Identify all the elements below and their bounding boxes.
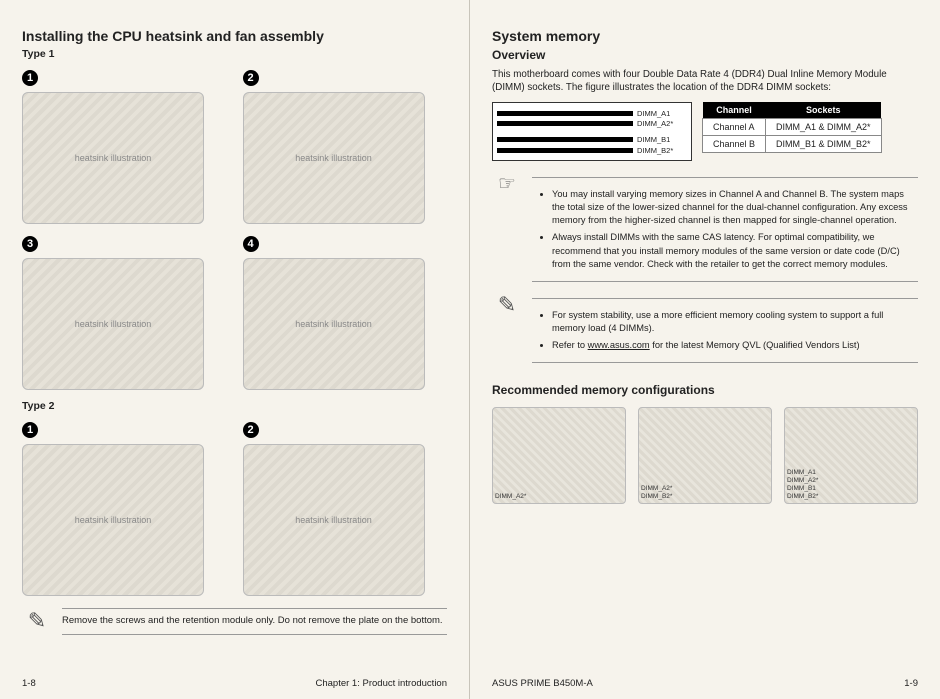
feather-info-block: For system stability, use a more efficie… <box>532 298 918 363</box>
left-title: Installing the CPU heatsink and fan asse… <box>22 28 447 44</box>
mem-config-3-labels: DIMM_A1 DIMM_A2* DIMM_B1 DIMM_B2* <box>787 469 818 500</box>
mem3-b1: DIMM_B1 <box>787 485 818 493</box>
overview-heading: Overview <box>492 48 918 62</box>
channel-table: Channel Sockets Channel A DIMM_A1 & DIMM… <box>702 102 882 153</box>
hand-note-row: ☞ You may install varying memory sizes i… <box>492 171 918 287</box>
type2-step-1-cell: 1 heatsink illustration <box>22 418 227 596</box>
product-name: ASUS PRIME B450M-A <box>492 678 593 689</box>
overview-paragraph: This motherboard comes with four Double … <box>492 68 918 94</box>
left-footer: 1-8 Chapter 1: Product introduction <box>22 678 447 689</box>
hand-bullet-2: Always install DIMMs with the same CAS l… <box>552 231 918 270</box>
dimm-slots-diagram: DIMM_A1 DIMM_A2* DIMM_B1 DIMM_B2* <box>492 102 692 161</box>
step-badge-4: 4 <box>243 236 259 252</box>
feather-icon-2: ✎ <box>492 292 522 318</box>
asus-link[interactable]: www.asus.com <box>588 340 650 350</box>
slot-a1-label: DIMM_A1 <box>637 109 687 118</box>
type2-step-2-cell: 2 heatsink illustration <box>243 418 448 596</box>
page-left: Installing the CPU heatsink and fan asse… <box>0 0 470 699</box>
channel-b-sockets: DIMM_B1 & DIMM_B2* <box>766 136 882 153</box>
left-chapter: Chapter 1: Product introduction <box>316 678 448 689</box>
type1-figures: 1 heatsink illustration 2 heatsink illus… <box>22 66 447 390</box>
channel-b-cell: Channel B <box>703 136 766 153</box>
heatsink-figure-4: heatsink illustration <box>243 258 425 390</box>
feather-bullet-2: Refer to www.asus.com for the latest Mem… <box>552 339 918 352</box>
qvl-pre: Refer to <box>552 340 588 350</box>
step-badge-3: 3 <box>22 236 38 252</box>
feather-bullet-1: For system stability, use a more efficie… <box>552 309 918 335</box>
channel-table-h1: Channel <box>703 102 766 119</box>
memory-config-figures: DIMM_A2* DIMM_A2* DIMM_B2* DIMM_A1 DIMM_… <box>492 407 918 504</box>
qvl-post: for the latest Memory QVL (Qualified Ven… <box>650 340 860 350</box>
channel-a-sockets: DIMM_A1 & DIMM_A2* <box>766 119 882 136</box>
type2-figure-1: heatsink illustration <box>22 444 204 596</box>
right-page-number: 1-9 <box>904 678 918 689</box>
hand-bullet-1: You may install varying memory sizes in … <box>552 188 918 227</box>
step-2-cell: 2 heatsink illustration <box>243 66 448 224</box>
type2-figures: 1 heatsink illustration 2 heatsink illus… <box>22 418 447 596</box>
type1-label: Type 1 <box>22 48 447 60</box>
slot-a2-label: DIMM_A2* <box>637 119 687 128</box>
pointing-hand-icon: ☞ <box>492 171 522 196</box>
mem-config-2: DIMM_A2* DIMM_B2* <box>638 407 772 504</box>
mem3-a1: DIMM_A1 <box>787 469 818 477</box>
heatsink-figure-3: heatsink illustration <box>22 258 204 390</box>
slot-b1-label: DIMM_B1 <box>637 135 687 144</box>
mem2-a2: DIMM_A2* <box>641 485 672 493</box>
mem3-a2: DIMM_A2* <box>787 477 818 485</box>
type2-figure-2: heatsink illustration <box>243 444 425 596</box>
type2-step-badge-1: 1 <box>22 422 38 438</box>
step-3-cell: 3 heatsink illustration <box>22 232 227 390</box>
recommended-heading: Recommended memory configurations <box>492 383 918 397</box>
step-badge-2: 2 <box>243 70 259 86</box>
left-note-row: ✎ Remove the screws and the retention mo… <box>22 608 447 635</box>
feather-note-row: ✎ For system stability, use a more effic… <box>492 292 918 369</box>
step-badge-1: 1 <box>22 70 38 86</box>
channel-table-h2: Sockets <box>766 102 882 119</box>
mem-config-1-labels: DIMM_A2* <box>495 493 526 501</box>
mem-config-2-labels: DIMM_A2* DIMM_B2* <box>641 485 672 501</box>
slot-b2-label: DIMM_B2* <box>637 146 687 155</box>
step-1-cell: 1 heatsink illustration <box>22 66 227 224</box>
mem2-b2: DIMM_B2* <box>641 493 672 501</box>
type2-label: Type 2 <box>22 400 447 412</box>
mem-config-1: DIMM_A2* <box>492 407 626 504</box>
heatsink-figure-2: heatsink illustration <box>243 92 425 224</box>
right-heading: System memory <box>492 28 918 44</box>
hand-info-block: You may install varying memory sizes in … <box>532 177 918 281</box>
left-page-number: 1-8 <box>22 678 36 689</box>
heatsink-figure-1: heatsink illustration <box>22 92 204 224</box>
step-4-cell: 4 heatsink illustration <box>243 232 448 390</box>
mem1-a2: DIMM_A2* <box>495 493 526 501</box>
channel-a-cell: Channel A <box>703 119 766 136</box>
mem-config-3: DIMM_A1 DIMM_A2* DIMM_B1 DIMM_B2* <box>784 407 918 504</box>
mem3-b2: DIMM_B2* <box>787 493 818 501</box>
left-note-text: Remove the screws and the retention modu… <box>62 608 447 635</box>
feather-icon: ✎ <box>22 608 52 634</box>
dimm-overview-row: DIMM_A1 DIMM_A2* DIMM_B1 DIMM_B2* Channe… <box>492 102 918 161</box>
page-right: System memory Overview This motherboard … <box>470 0 940 699</box>
type2-step-badge-2: 2 <box>243 422 259 438</box>
right-footer: ASUS PRIME B450M-A 1-9 <box>492 678 918 689</box>
